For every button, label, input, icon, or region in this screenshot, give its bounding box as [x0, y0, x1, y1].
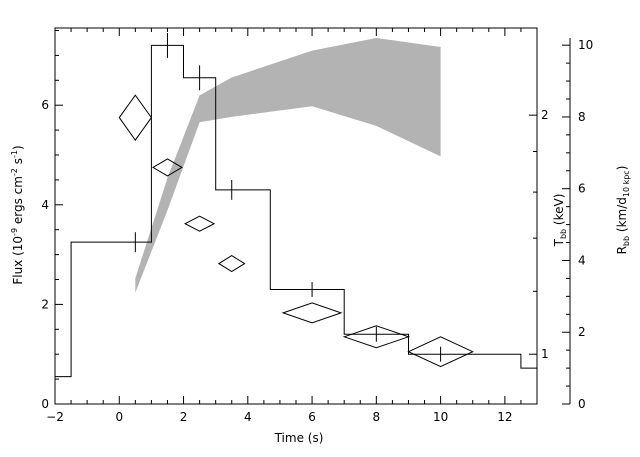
x-tick-label: 0	[115, 410, 123, 424]
radius-band	[135, 38, 441, 293]
x-axis-title: Time (s)	[274, 431, 324, 445]
x-tick-label: 8	[373, 410, 381, 424]
temperature-diamond	[407, 336, 474, 368]
flux-error-bars-layer	[134, 32, 442, 362]
temperature-tick-label: 2	[541, 108, 549, 122]
x-tick-label: 2	[180, 410, 188, 424]
radius-axis-title: Rbb (km/d10 kpc)	[615, 166, 631, 255]
temperature-diamond	[184, 215, 216, 232]
radius-tick-label: 4	[578, 253, 586, 267]
x-tick-label: 12	[497, 410, 512, 424]
flux-histogram-layer	[55, 44, 537, 378]
radius-tick-label: 0	[578, 397, 586, 411]
x-axis: −2 0 2 4 6 8 10 12	[46, 28, 538, 424]
flux-tick-label: 6	[41, 98, 49, 112]
x-tick-label: −2	[46, 410, 64, 424]
flux-axis-title: Flux (10-9 ergs cm-2 s-1)	[10, 145, 25, 284]
x-tick-label: 10	[433, 410, 448, 424]
flux-step-line	[55, 44, 537, 378]
temperature-diamond	[152, 158, 183, 177]
radius-axis: 0 2 4 6 8 10	[562, 38, 593, 411]
radius-tick-label: 8	[578, 110, 586, 124]
flux-tick-label: 2	[41, 297, 49, 311]
x-tick-label: 4	[244, 410, 252, 424]
flux-axis: 0 2 4 6	[41, 29, 63, 411]
temperature-diamond	[118, 94, 153, 141]
radius-tick-label: 2	[578, 325, 586, 339]
x-tick-label: 6	[308, 410, 316, 424]
flux-tick-label: 0	[41, 397, 49, 411]
temperature-diamond	[217, 255, 246, 273]
flux-tick-label: 4	[41, 198, 49, 212]
radius-band-layer	[135, 38, 441, 293]
temperature-axis-title: Tbb (keV)	[552, 194, 568, 248]
temperature-diamonds-layer	[118, 94, 474, 368]
radius-tick-label: 6	[578, 182, 586, 196]
temperature-axis: 12	[529, 108, 549, 361]
temperature-diamond	[342, 325, 411, 349]
radius-tick-label: 10	[578, 38, 593, 52]
temperature-tick-label: 1	[541, 347, 549, 361]
temperature-diamond	[281, 302, 343, 324]
